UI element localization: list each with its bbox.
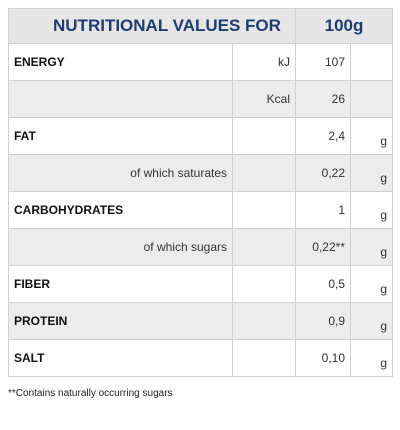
value: 107 xyxy=(295,43,351,81)
unit-suffix xyxy=(350,43,393,81)
value: 1 xyxy=(295,191,351,229)
value: 0,10 xyxy=(295,339,351,377)
unit-suffix: g xyxy=(350,302,393,340)
header-amount: 100g xyxy=(295,8,393,44)
unit-suffix: g xyxy=(350,117,393,155)
value: 0,22 xyxy=(295,154,351,192)
value: 0,5 xyxy=(295,265,351,303)
nutrient-name: PROTEIN xyxy=(8,302,233,340)
unit-suffix xyxy=(350,80,393,118)
unit xyxy=(232,228,296,266)
value: 26 xyxy=(295,80,351,118)
unit xyxy=(232,302,296,340)
sub-nutrient-name: of which sugars xyxy=(8,228,233,266)
nutrient-name: CARBOHYDRATES xyxy=(8,191,233,229)
nutrient-name: FIBER xyxy=(8,265,233,303)
nutrient-name: FAT xyxy=(8,117,233,155)
nutrient-name: SALT xyxy=(8,339,233,377)
value: 0,9 xyxy=(295,302,351,340)
unit: kJ xyxy=(232,43,296,81)
unit xyxy=(232,191,296,229)
unit xyxy=(232,117,296,155)
unit: Kcal xyxy=(232,80,296,118)
footnote: **Contains naturally occurring sugars xyxy=(8,388,173,399)
unit-suffix: g xyxy=(350,265,393,303)
unit-suffix: g xyxy=(350,228,393,266)
unit xyxy=(232,339,296,377)
nutrient-name xyxy=(8,80,233,118)
unit-suffix: g xyxy=(350,339,393,377)
nutrient-name: ENERGY xyxy=(8,43,233,81)
unit xyxy=(232,154,296,192)
unit-suffix: g xyxy=(350,191,393,229)
value: 2,4 xyxy=(295,117,351,155)
header-title: NUTRITIONAL VALUES FOR xyxy=(8,8,296,44)
unit-suffix: g xyxy=(350,154,393,192)
sub-nutrient-name: of which saturates xyxy=(8,154,233,192)
value: 0,22** xyxy=(295,228,351,266)
unit xyxy=(232,265,296,303)
